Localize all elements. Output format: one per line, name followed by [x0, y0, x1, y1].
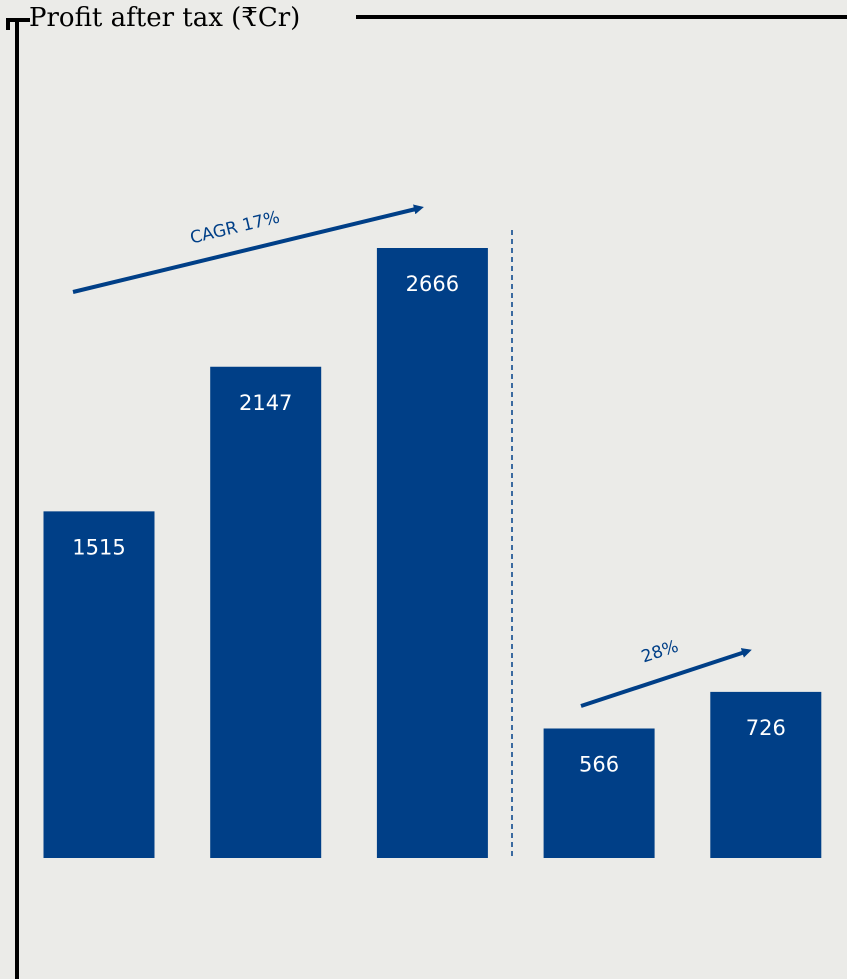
bar [210, 366, 322, 858]
frame [6, 15, 847, 979]
bar [376, 248, 488, 858]
value-label: 1515 [72, 535, 125, 559]
trend-arrow [72, 204, 424, 294]
bar [710, 691, 822, 858]
value-label: 566 [579, 752, 619, 776]
value-label: 2666 [406, 272, 459, 296]
trend-arrow [580, 648, 752, 708]
value-label: 2147 [239, 391, 292, 415]
chart-title: Profit after tax (₹Cr) [29, 3, 300, 33]
value-label: 726 [746, 716, 786, 740]
bar [43, 511, 155, 858]
bar [543, 728, 655, 858]
